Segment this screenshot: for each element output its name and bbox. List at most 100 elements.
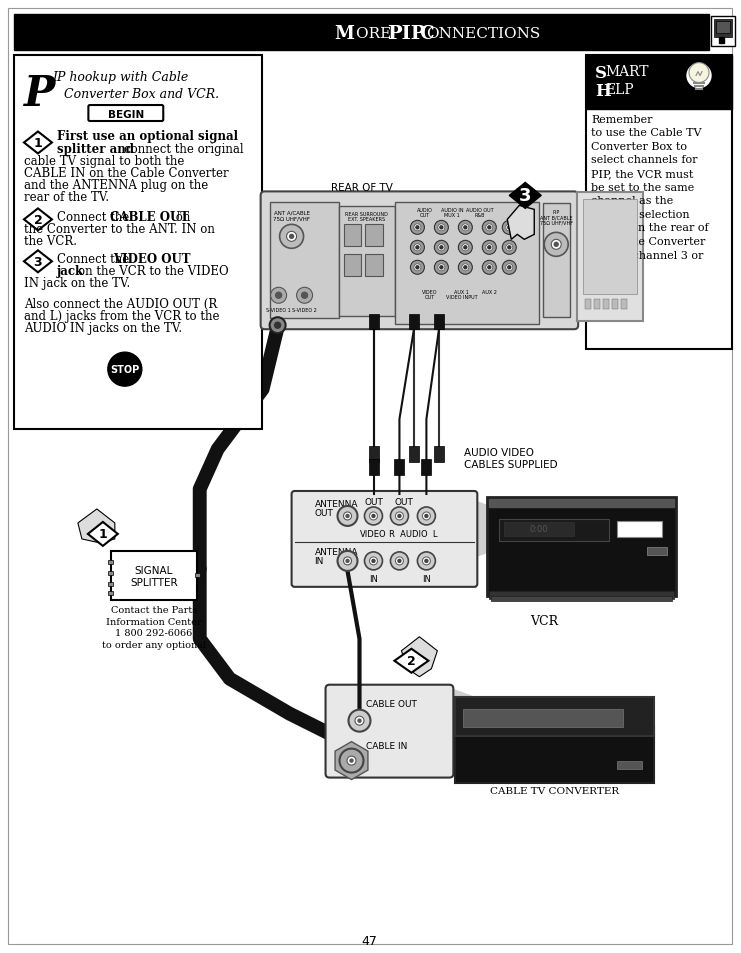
Text: 3: 3 bbox=[519, 187, 531, 205]
Circle shape bbox=[486, 265, 493, 272]
Circle shape bbox=[434, 221, 448, 235]
Circle shape bbox=[506, 245, 513, 252]
Polygon shape bbox=[402, 638, 437, 677]
Circle shape bbox=[346, 515, 349, 517]
Text: PIP: PIP bbox=[388, 25, 426, 43]
Text: jack: jack bbox=[57, 265, 88, 278]
FancyBboxPatch shape bbox=[456, 697, 654, 736]
Text: REAR OF TV: REAR OF TV bbox=[330, 183, 393, 193]
Circle shape bbox=[414, 265, 421, 272]
Bar bbox=[370, 459, 379, 476]
Circle shape bbox=[416, 227, 419, 230]
Polygon shape bbox=[394, 649, 428, 673]
FancyBboxPatch shape bbox=[396, 203, 539, 325]
Bar bbox=[370, 314, 379, 330]
Text: ANT B/CABLE: ANT B/CABLE bbox=[540, 215, 573, 220]
Bar bbox=[489, 499, 674, 507]
Circle shape bbox=[372, 559, 375, 563]
Text: AUDIO IN jacks on the TV.: AUDIO IN jacks on the TV. bbox=[24, 322, 182, 335]
Text: First use an optional signal: First use an optional signal bbox=[57, 131, 238, 143]
Text: S: S bbox=[595, 65, 607, 82]
Bar bbox=[617, 760, 642, 769]
FancyBboxPatch shape bbox=[586, 55, 732, 350]
Text: M: M bbox=[334, 25, 354, 43]
Polygon shape bbox=[439, 684, 529, 754]
Bar bbox=[108, 560, 113, 564]
Text: OUT: OUT bbox=[425, 294, 434, 300]
FancyBboxPatch shape bbox=[325, 685, 453, 778]
Circle shape bbox=[462, 265, 469, 272]
Circle shape bbox=[339, 749, 364, 773]
Circle shape bbox=[462, 245, 469, 252]
Text: Connect the: Connect the bbox=[57, 212, 133, 224]
Circle shape bbox=[508, 247, 511, 250]
Circle shape bbox=[372, 515, 375, 517]
Bar bbox=[714, 20, 732, 37]
Circle shape bbox=[434, 241, 448, 255]
Circle shape bbox=[502, 241, 516, 255]
Circle shape bbox=[416, 247, 419, 250]
Bar bbox=[422, 459, 431, 476]
Bar bbox=[434, 447, 445, 462]
Text: 2: 2 bbox=[407, 655, 416, 667]
Text: OUT: OUT bbox=[419, 213, 430, 218]
Circle shape bbox=[414, 245, 421, 252]
Circle shape bbox=[464, 247, 467, 250]
Bar bbox=[585, 300, 591, 310]
FancyBboxPatch shape bbox=[88, 106, 163, 122]
Bar bbox=[489, 591, 674, 599]
Circle shape bbox=[417, 553, 436, 570]
Circle shape bbox=[422, 558, 431, 565]
Circle shape bbox=[365, 553, 382, 570]
Text: ELP: ELP bbox=[605, 83, 634, 96]
Circle shape bbox=[398, 515, 401, 517]
Circle shape bbox=[551, 240, 561, 250]
Text: CABLE TV CONVERTER: CABLE TV CONVERTER bbox=[490, 785, 619, 795]
Circle shape bbox=[438, 225, 445, 232]
Text: ANT A/CABLE: ANT A/CABLE bbox=[273, 211, 310, 215]
Text: 0:00: 0:00 bbox=[530, 525, 548, 534]
Bar bbox=[394, 459, 405, 476]
Text: AUDIO: AUDIO bbox=[416, 208, 432, 213]
Bar bbox=[14, 14, 709, 51]
FancyBboxPatch shape bbox=[577, 193, 643, 322]
Circle shape bbox=[344, 558, 351, 565]
Circle shape bbox=[337, 506, 357, 526]
Circle shape bbox=[440, 227, 443, 230]
Bar bbox=[586, 55, 732, 110]
Text: 1: 1 bbox=[33, 137, 42, 150]
Circle shape bbox=[108, 353, 142, 387]
Text: IN: IN bbox=[315, 557, 324, 565]
Text: OUT: OUT bbox=[395, 497, 414, 506]
Circle shape bbox=[396, 513, 403, 520]
Bar bbox=[647, 547, 667, 556]
Text: CABLE OUT: CABLE OUT bbox=[110, 212, 189, 224]
Text: AUX 1: AUX 1 bbox=[454, 290, 469, 295]
Bar bbox=[410, 314, 419, 330]
Circle shape bbox=[508, 227, 511, 230]
Text: Remember
to use the Cable TV
Converter Box to
select channels for
PIP, the VCR m: Remember to use the Cable TV Converter B… bbox=[591, 114, 709, 274]
Text: on the VCR to the VIDEO: on the VCR to the VIDEO bbox=[78, 265, 228, 278]
Text: Contact the Parts
Information Center
1 800 292-6066
to order any optional: Contact the Parts Information Center 1 8… bbox=[102, 605, 206, 650]
Circle shape bbox=[464, 227, 467, 230]
Circle shape bbox=[488, 227, 491, 230]
Circle shape bbox=[488, 247, 491, 250]
Circle shape bbox=[391, 507, 408, 525]
Polygon shape bbox=[24, 132, 52, 154]
Text: splitter and: splitter and bbox=[57, 143, 138, 156]
Circle shape bbox=[544, 233, 568, 257]
Text: VIDEO: VIDEO bbox=[422, 290, 437, 295]
Text: ORE: ORE bbox=[356, 27, 396, 41]
Circle shape bbox=[502, 221, 516, 235]
Text: CABLE IN: CABLE IN bbox=[367, 740, 408, 750]
Circle shape bbox=[508, 267, 511, 270]
Circle shape bbox=[287, 233, 296, 242]
FancyBboxPatch shape bbox=[543, 204, 570, 318]
Text: connect the original: connect the original bbox=[124, 143, 244, 156]
Bar bbox=[617, 521, 662, 537]
Bar bbox=[499, 519, 609, 541]
Text: C: C bbox=[414, 25, 435, 43]
Circle shape bbox=[482, 241, 496, 255]
Text: IN: IN bbox=[369, 575, 378, 583]
Circle shape bbox=[554, 243, 558, 247]
